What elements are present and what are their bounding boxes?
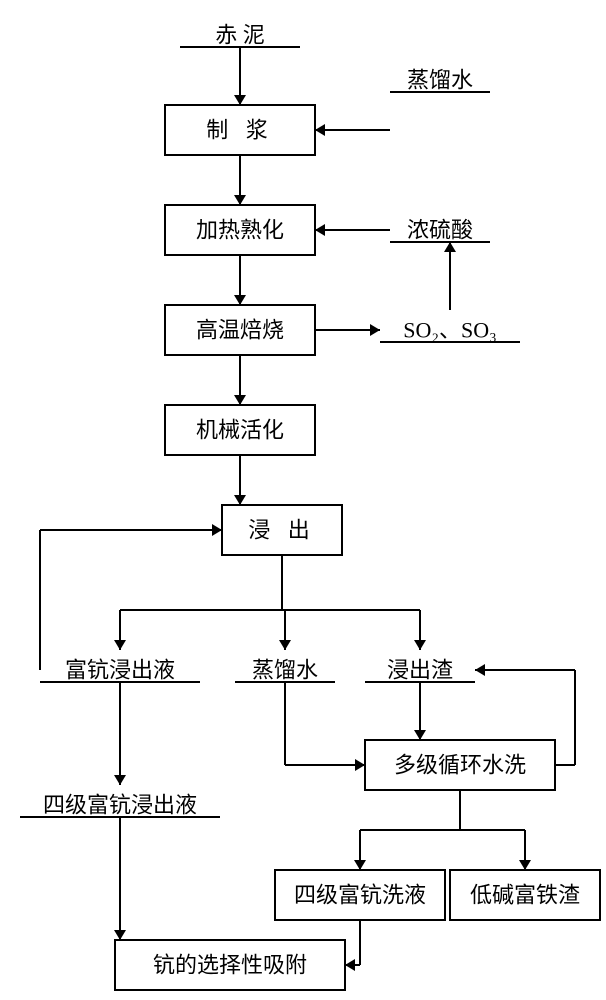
node-n_water1: 蒸馏水 bbox=[390, 68, 490, 93]
node-n_ditai: 低碱富铁渣 bbox=[450, 870, 600, 920]
node-n_chini: 赤 泥 bbox=[180, 23, 300, 48]
node-n_beishao: 高温焙烧 bbox=[165, 305, 315, 355]
svg-text:富钪浸出液: 富钪浸出液 bbox=[65, 658, 175, 683]
svg-text:SO₂、SO₃: SO₂、SO₃ bbox=[403, 318, 497, 343]
node-n_h2so4: 浓硫酸 bbox=[390, 218, 490, 243]
svg-text:高温焙烧: 高温焙烧 bbox=[196, 318, 284, 343]
node-n_xishui: 多级循环水洗 bbox=[365, 740, 555, 790]
svg-text:四级富钪洗液: 四级富钪洗液 bbox=[294, 883, 426, 908]
svg-text:加热熟化: 加热熟化 bbox=[196, 218, 284, 243]
svg-text:低碱富铁渣: 低碱富铁渣 bbox=[470, 883, 580, 908]
svg-text:浸出渣: 浸出渣 bbox=[387, 658, 453, 683]
svg-text:多级循环水洗: 多级循环水洗 bbox=[394, 753, 526, 778]
node-n_xifu: 钪的选择性吸附 bbox=[115, 940, 345, 990]
node-n_zha: 浸出渣 bbox=[365, 658, 475, 683]
node-n_so2: SO₂、SO₃ bbox=[380, 318, 520, 343]
node-n_water2: 蒸馏水 bbox=[235, 658, 335, 683]
svg-text:机械活化: 机械活化 bbox=[196, 418, 284, 443]
svg-text:浸 出: 浸 出 bbox=[248, 518, 316, 543]
svg-text:钪的选择性吸附: 钪的选择性吸附 bbox=[153, 953, 307, 978]
node-n_jinchu: 浸 出 bbox=[222, 505, 342, 555]
node-n_jixie: 机械活化 bbox=[165, 405, 315, 455]
node-n_zhijiang: 制 浆 bbox=[165, 105, 315, 155]
node-n_sijifu: 四级富钪浸出液 bbox=[20, 793, 220, 818]
svg-text:制 浆: 制 浆 bbox=[206, 118, 274, 143]
node-n_jiare: 加热熟化 bbox=[165, 205, 315, 255]
svg-text:四级富钪浸出液: 四级富钪浸出液 bbox=[43, 793, 197, 818]
svg-text:蒸馏水: 蒸馏水 bbox=[252, 658, 318, 683]
svg-text:蒸馏水: 蒸馏水 bbox=[407, 68, 473, 93]
node-n_sijixi: 四级富钪洗液 bbox=[275, 870, 445, 920]
svg-text:赤 泥: 赤 泥 bbox=[215, 23, 265, 48]
node-n_fukang: 富钪浸出液 bbox=[40, 658, 200, 683]
svg-text:浓硫酸: 浓硫酸 bbox=[407, 218, 473, 243]
